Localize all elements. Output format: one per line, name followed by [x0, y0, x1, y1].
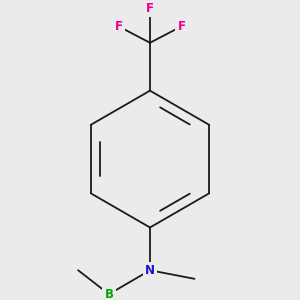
Text: F: F: [115, 20, 122, 33]
Text: N: N: [145, 264, 155, 277]
Text: B: B: [104, 288, 113, 300]
Text: F: F: [146, 2, 154, 15]
Text: F: F: [178, 20, 185, 33]
